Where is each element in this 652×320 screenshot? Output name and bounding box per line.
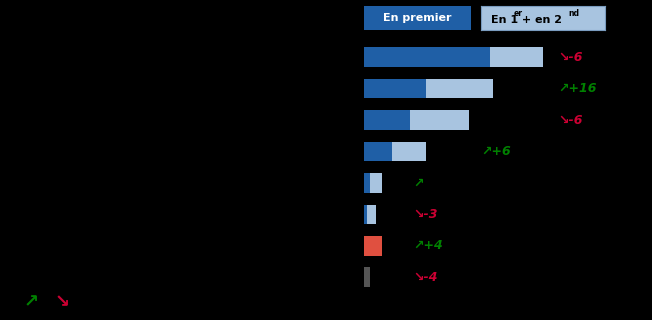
Bar — [364, 268, 370, 287]
Bar — [364, 204, 367, 224]
Text: nd: nd — [568, 9, 579, 18]
Text: ↗: ↗ — [23, 293, 38, 311]
Text: ↗+4: ↗+4 — [413, 239, 443, 252]
Text: 9 %: 9 % — [428, 147, 448, 156]
Bar — [364, 173, 370, 193]
Bar — [364, 173, 382, 193]
Text: 41 %: 41 % — [545, 52, 572, 62]
Text: ↘-4: ↘-4 — [413, 271, 437, 284]
Text: ↗+6: ↗+6 — [481, 145, 511, 158]
Bar — [364, 110, 410, 130]
Text: En 1: En 1 — [491, 15, 518, 25]
Text: ↗+16: ↗+16 — [558, 82, 597, 95]
Bar — [364, 79, 494, 98]
Text: 2 %: 2 % — [385, 178, 404, 188]
Bar — [364, 47, 543, 67]
Bar — [364, 142, 392, 161]
Text: 1: 1 — [379, 209, 385, 219]
Text: 15 %: 15 % — [471, 115, 497, 125]
Bar — [364, 142, 426, 161]
Text: ↗: ↗ — [413, 176, 424, 189]
Bar — [364, 236, 382, 255]
Text: ↘-3: ↘-3 — [413, 208, 437, 221]
Text: 20 %: 20 % — [496, 84, 522, 94]
Text: ↘-6: ↘-6 — [558, 114, 583, 126]
Bar — [364, 204, 376, 224]
Bar — [364, 110, 469, 130]
Text: ↘-6: ↘-6 — [558, 51, 583, 64]
Text: er: er — [514, 9, 523, 18]
Bar — [364, 79, 426, 98]
Text: ↘: ↘ — [55, 293, 70, 311]
Bar — [364, 47, 490, 67]
Text: + en 2: + en 2 — [518, 15, 562, 25]
Text: En premier: En premier — [383, 13, 452, 23]
